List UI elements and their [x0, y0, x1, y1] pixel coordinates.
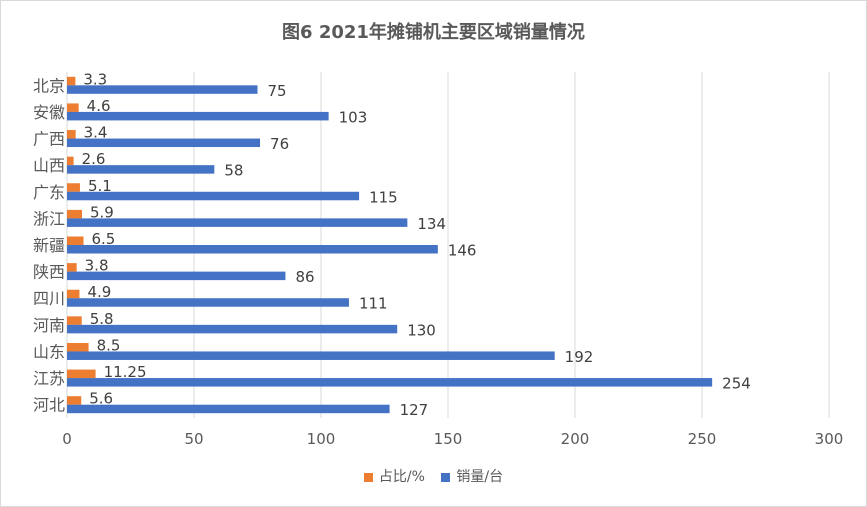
x-tick-label: 50	[184, 430, 203, 448]
bar-sales	[67, 85, 258, 94]
bar-sales	[67, 218, 408, 227]
x-tick-label: 200	[561, 430, 590, 448]
bar-share	[67, 396, 82, 405]
bar-sales	[67, 378, 713, 387]
data-label-sales: 146	[448, 242, 477, 260]
data-label-share: 5.9	[90, 203, 114, 221]
legend-swatch-share	[363, 472, 373, 482]
bar-sales	[67, 111, 329, 121]
data-label-sales: 130	[407, 321, 436, 339]
category-label: 广西	[33, 130, 65, 149]
data-label-share: 3.8	[85, 257, 109, 275]
bar-sales	[67, 191, 360, 201]
data-label-sales: 76	[270, 135, 289, 153]
legend-label-share: 占比/%	[378, 469, 425, 485]
data-label-sales: 134	[417, 215, 446, 233]
labels: 0 50 100 150 200 250 300 北京 3.3 75 安徽 4.6 103 广西 3.4 76…	[33, 70, 843, 448]
data-label-share: 8.5	[97, 336, 121, 354]
x-tick-label: 0	[62, 430, 72, 448]
legend-label-sales: 销量/台	[456, 469, 504, 485]
category-label: 浙江	[33, 209, 65, 228]
bar-sales	[67, 138, 261, 148]
bar-share	[67, 342, 89, 352]
data-label-sales: 111	[359, 295, 388, 313]
data-label-sales: 192	[565, 348, 594, 366]
bar-share	[67, 369, 96, 379]
bar-share	[67, 183, 80, 192]
legend-item-sales: 销量/台	[441, 466, 503, 486]
bar-share	[67, 103, 79, 112]
bar-share	[67, 236, 84, 245]
data-label-share: 3.3	[83, 70, 107, 88]
data-label-sales: 127	[400, 401, 429, 419]
data-label-share: 5.1	[88, 177, 112, 195]
bar-sales	[67, 324, 398, 334]
category-label: 四川	[33, 289, 65, 308]
legend-item-share: 占比/%	[363, 466, 425, 486]
bar-share	[67, 156, 74, 166]
data-label-share: 11.25	[104, 363, 147, 381]
bar-sales	[67, 271, 286, 281]
category-label: 新疆	[33, 236, 65, 255]
data-label-share: 4.6	[87, 97, 111, 115]
data-label-share: 2.6	[82, 150, 106, 168]
x-tick-label: 100	[307, 430, 336, 448]
bar-sales	[67, 351, 555, 360]
data-label-sales: 254	[722, 375, 751, 393]
data-label-sales: 86	[295, 268, 314, 286]
bar-share	[67, 316, 82, 325]
data-label-share: 5.8	[90, 310, 114, 328]
data-label-sales: 75	[268, 82, 287, 100]
category-label: 山西	[33, 156, 65, 175]
category-label: 河南	[33, 316, 65, 335]
data-label-sales: 103	[339, 108, 368, 126]
data-label-share: 6.5	[92, 230, 116, 248]
bar-share	[67, 263, 77, 272]
category-label: 河北	[33, 396, 65, 415]
data-label-share: 3.4	[84, 124, 108, 142]
data-label-sales: 58	[224, 162, 243, 180]
bar-share	[67, 209, 82, 219]
chart-title: 图6 2021年摊铺机主要区域销量情况	[282, 22, 585, 43]
x-tick-label: 250	[688, 430, 717, 448]
legend: 占比/% 销量/台	[0, 466, 867, 486]
data-label-share: 5.6	[89, 390, 113, 408]
x-tick-label: 150	[434, 430, 463, 448]
category-label: 广东	[33, 183, 65, 202]
category-label: 安徽	[33, 103, 65, 122]
data-label-share: 4.9	[87, 283, 111, 301]
legend-swatch-sales	[441, 472, 451, 482]
bar-share	[67, 76, 76, 86]
category-label: 北京	[33, 76, 65, 95]
data-label-sales: 115	[369, 188, 398, 206]
bars	[67, 76, 713, 414]
bar-sales	[67, 165, 215, 174]
bar-share	[67, 289, 80, 299]
bar-sales	[67, 298, 349, 307]
bar-share	[67, 130, 76, 139]
category-label: 山东	[33, 342, 65, 361]
x-tick-label: 300	[815, 430, 844, 448]
category-label: 陕西	[33, 263, 65, 282]
bar-sales	[67, 404, 390, 414]
category-label: 江苏	[33, 369, 65, 388]
bar-sales	[67, 245, 438, 254]
